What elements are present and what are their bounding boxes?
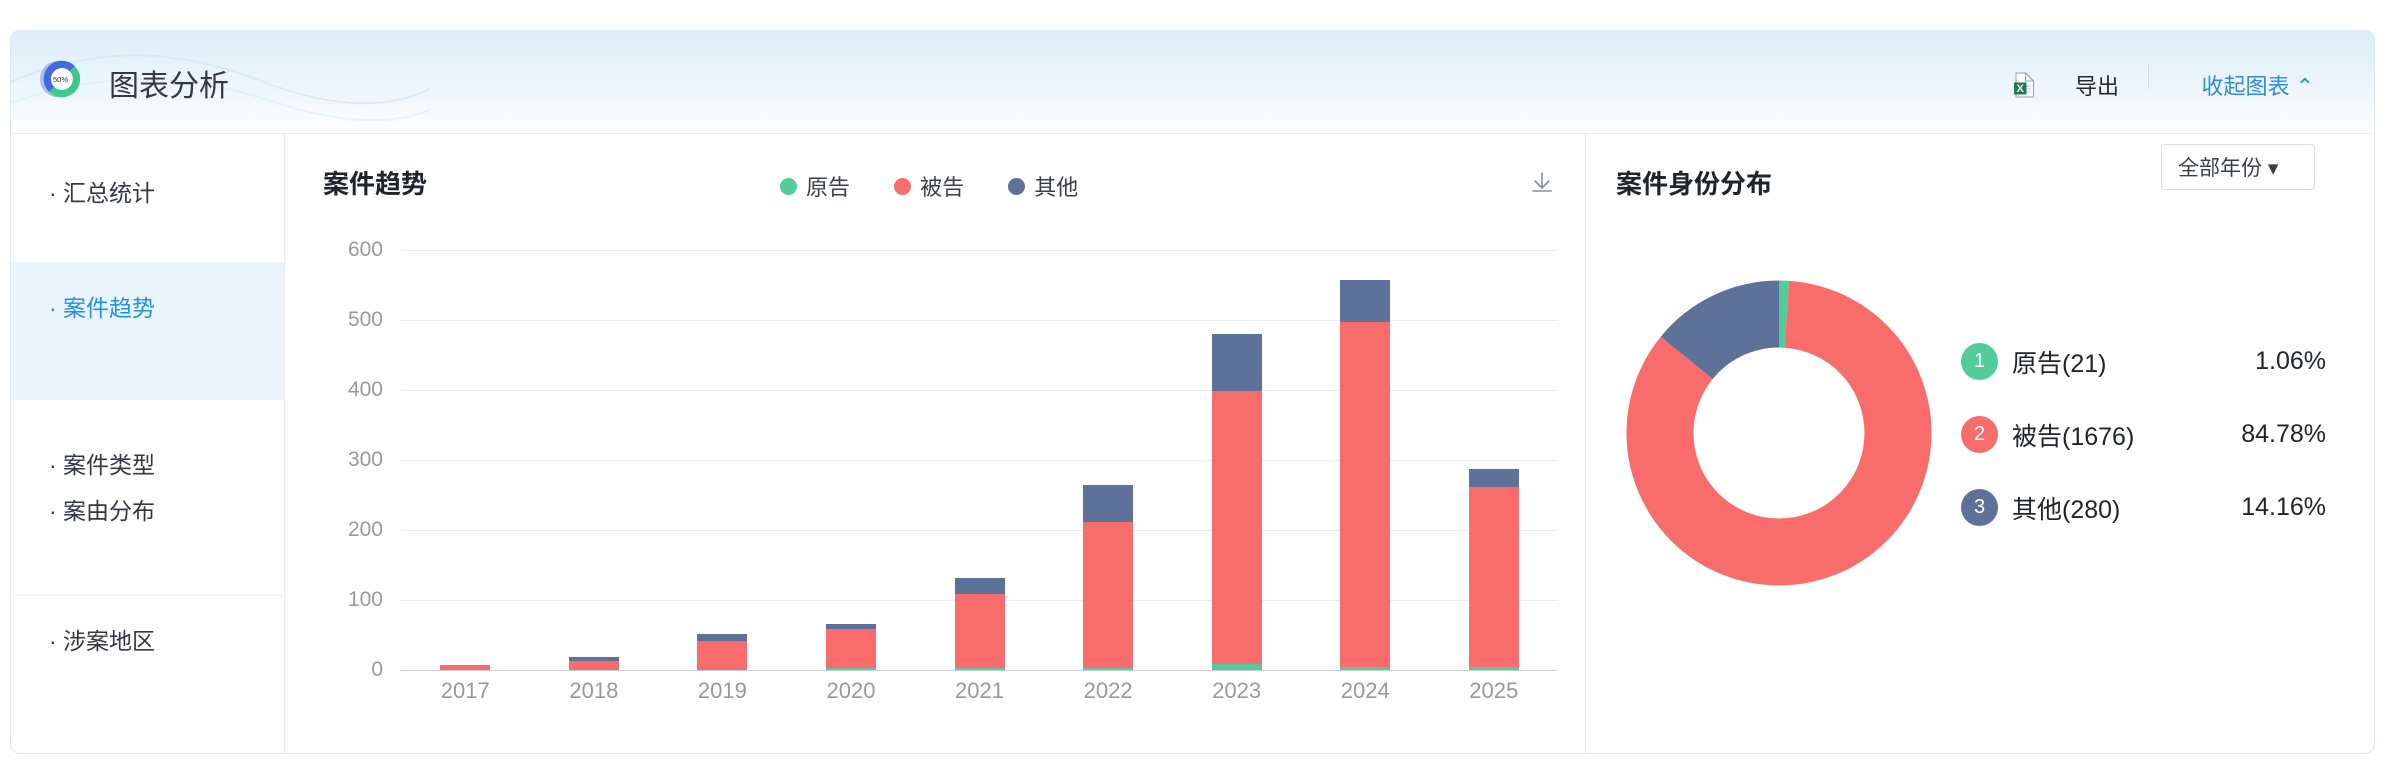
svg-text:50%: 50% xyxy=(53,75,68,84)
svg-text:X: X xyxy=(2017,83,2025,95)
